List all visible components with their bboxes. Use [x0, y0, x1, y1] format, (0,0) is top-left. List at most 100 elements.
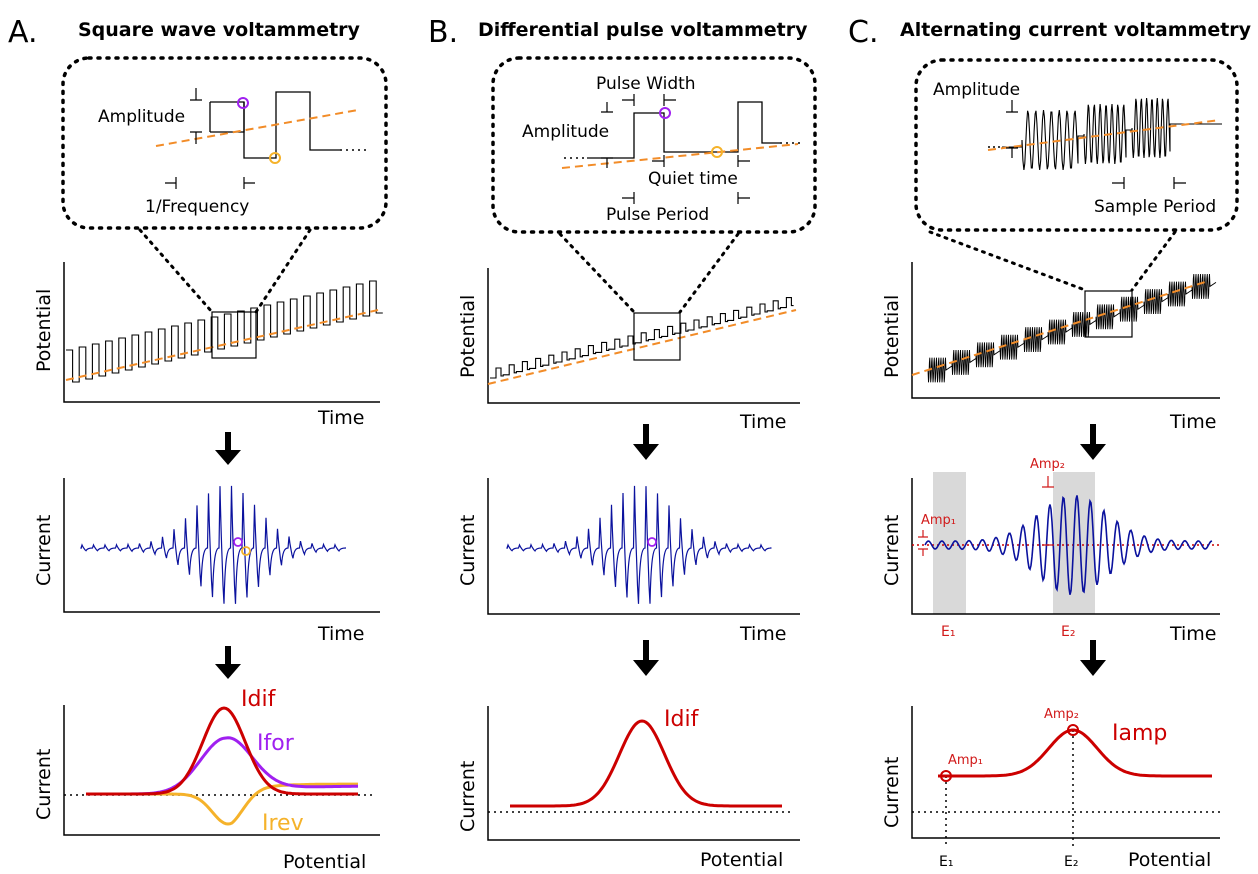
- panel-a-zoom-box: [211, 311, 257, 359]
- panel-b-pulse-width-marker: [622, 94, 676, 106]
- panel-a-top-axes: [63, 262, 380, 403]
- panel-c-potential-waveform: [927, 273, 1217, 383]
- panel-a-potential-ramp: [65, 309, 379, 381]
- panel-a-reverse-sample-marker: [269, 152, 281, 164]
- panel-c-zoom-box: [1084, 290, 1133, 338]
- panel-a-current-reverse-marker: [241, 546, 251, 556]
- panel-c-amp1-point: [940, 770, 952, 782]
- panel-c-bot-e2-label: E₂: [1064, 854, 1078, 870]
- panel-b-top-ylabel: Potential: [457, 295, 479, 378]
- panel-c-amp2-point: [1067, 724, 1079, 736]
- panel-c-bot-xlabel: Potential: [1128, 849, 1211, 871]
- panel-c: C. Alternating current voltammetry Ampli…: [848, 15, 1252, 871]
- panel-c-sample-period-marker: [1112, 177, 1186, 189]
- panel-c-zoom-line-right: [1130, 230, 1177, 292]
- panel-c-top-xlabel: Time: [1169, 411, 1217, 433]
- panel-c-amp1-marker: [918, 530, 928, 556]
- panel-c-mid-ylabel: Current: [881, 515, 903, 586]
- panel-a-inset-waveform: [209, 91, 340, 159]
- panel-c-top-axes: [911, 262, 1220, 399]
- panel-b-pulse-period-label: Pulse Period: [606, 205, 709, 225]
- panel-c-shade-e1: [933, 472, 966, 614]
- panel-b-down-arrow-2: [633, 640, 659, 676]
- panel-c-amplitude-marker: [1006, 100, 1018, 158]
- panel-b-down-arrow-1: [633, 424, 659, 460]
- panel-a-zoom-line-left: [138, 228, 214, 314]
- panel-b-mid-ylabel: Current: [457, 515, 479, 586]
- panel-b-potential-ramp: [487, 309, 797, 385]
- panel-b-top-axes: [487, 268, 800, 404]
- panel-c-i-amp-curve: [938, 728, 1212, 778]
- panel-b-pulse-width-label: Pulse Width: [596, 74, 696, 94]
- panel-b-bot-xlabel: Potential: [700, 849, 783, 871]
- panel-a-letter: A.: [8, 15, 38, 50]
- panel-b-zoom-line-left: [558, 232, 636, 314]
- panel-a-potential-waveform: [66, 280, 383, 383]
- panel-a: A. Square wave voltammetry Amplitude 1/F…: [8, 15, 388, 873]
- panel-c-sample-period-label: Sample Period: [1094, 197, 1216, 217]
- panel-c-bot-axes: [911, 706, 1220, 839]
- panel-b-title: Differential pulse voltammetry: [478, 19, 808, 41]
- panel-b-bot-axes: [487, 706, 800, 841]
- panel-b-current-trace: [506, 485, 772, 604]
- panel-a-zoom-line-right: [254, 228, 312, 314]
- panel-a-inset-ramp: [155, 109, 359, 147]
- panel-b-i-dif-label: Idif: [664, 707, 700, 732]
- panel-b-top-xlabel: Time: [739, 411, 787, 433]
- panel-a-amplitude-label: Amplitude: [98, 107, 185, 127]
- panel-a-bot-xlabel: Potential: [283, 851, 366, 873]
- panel-c-mid-e2-label: E₂: [1061, 624, 1075, 640]
- panel-c-down-arrow-2: [1080, 640, 1106, 676]
- panel-a-inset-frame: [61, 56, 388, 230]
- panel-a-current-forward-marker: [233, 537, 243, 547]
- panel-c-mid-xlabel: Time: [1169, 623, 1217, 645]
- panel-b-inset-waveform: [587, 101, 780, 159]
- panel-c-bot-amp1-label: Amp₁: [948, 753, 983, 768]
- panel-c-bot-ylabel: Current: [881, 757, 903, 828]
- panel-a-i-for-curve: [86, 736, 358, 796]
- panel-a-i-dif-label: Idif: [241, 687, 277, 712]
- panel-b-pulse-period-marker: [622, 192, 750, 204]
- panel-a-mid-ylabel: Current: [33, 515, 55, 586]
- panel-c-inset-frame: [914, 58, 1239, 232]
- panel-a-i-rev-curve: [86, 782, 358, 826]
- panel-a-bot-ylabel: Current: [33, 749, 55, 820]
- panel-c-i-amp-label: Iamp: [1112, 721, 1167, 746]
- panel-b-amplitude-marker: [601, 102, 613, 168]
- panel-a-i-dif-curve: [86, 706, 358, 796]
- panel-c-bot-amp2-label: Amp₂: [1044, 707, 1079, 722]
- panel-b-inset-ramp: [561, 143, 799, 169]
- panel-a-forward-sample-marker: [237, 97, 249, 109]
- panel-c-top-ylabel: Potential: [881, 295, 903, 378]
- panel-c-zoom-line-left: [928, 230, 1087, 292]
- panel-a-title: Square wave voltammetry: [78, 19, 361, 41]
- panel-a-down-arrow-1: [215, 432, 241, 465]
- panel-c-amplitude-label: Amplitude: [933, 80, 1020, 100]
- panel-c-amp1-label: Amp₁: [921, 513, 956, 528]
- panel-a-bot-axes: [63, 705, 380, 836]
- panel-a-mid-axes: [63, 478, 380, 613]
- panel-c-amp2-label: Amp₂: [1030, 457, 1065, 472]
- panel-c-title: Alternating current voltammetry: [900, 19, 1252, 41]
- panel-b-quiet-time-marker: [652, 155, 750, 167]
- panel-b-bot-ylabel: Current: [457, 761, 479, 832]
- panel-b-reverse-sample-marker: [711, 146, 723, 158]
- panel-b-zoom-line-right: [678, 232, 740, 314]
- panel-b: B. Differential pulse voltammetry Pulse …: [428, 15, 817, 871]
- panel-b-forward-sample-marker: [659, 107, 671, 119]
- panel-b-i-dif-curve: [510, 719, 782, 808]
- panel-a-amplitude-marker: [190, 88, 202, 144]
- panel-b-potential-waveform: [490, 297, 794, 379]
- panel-a-frequency-marker: [165, 177, 255, 189]
- panel-b-mid-axes: [487, 478, 800, 615]
- panel-c-mid-e1-label: E₁: [941, 624, 955, 640]
- panel-b-quiet-time-label: Quiet time: [648, 169, 738, 189]
- panel-a-mid-xlabel: Time: [317, 623, 365, 645]
- panel-c-bot-e1-label: E₁: [939, 854, 953, 870]
- panel-b-inset-frame: [491, 56, 817, 234]
- panel-a-top-ylabel: Potential: [33, 289, 55, 372]
- panel-a-frequency-label: 1/Frequency: [145, 197, 249, 217]
- panel-c-inset-waveform: [1002, 98, 1222, 170]
- panel-b-zoom-box: [633, 312, 681, 361]
